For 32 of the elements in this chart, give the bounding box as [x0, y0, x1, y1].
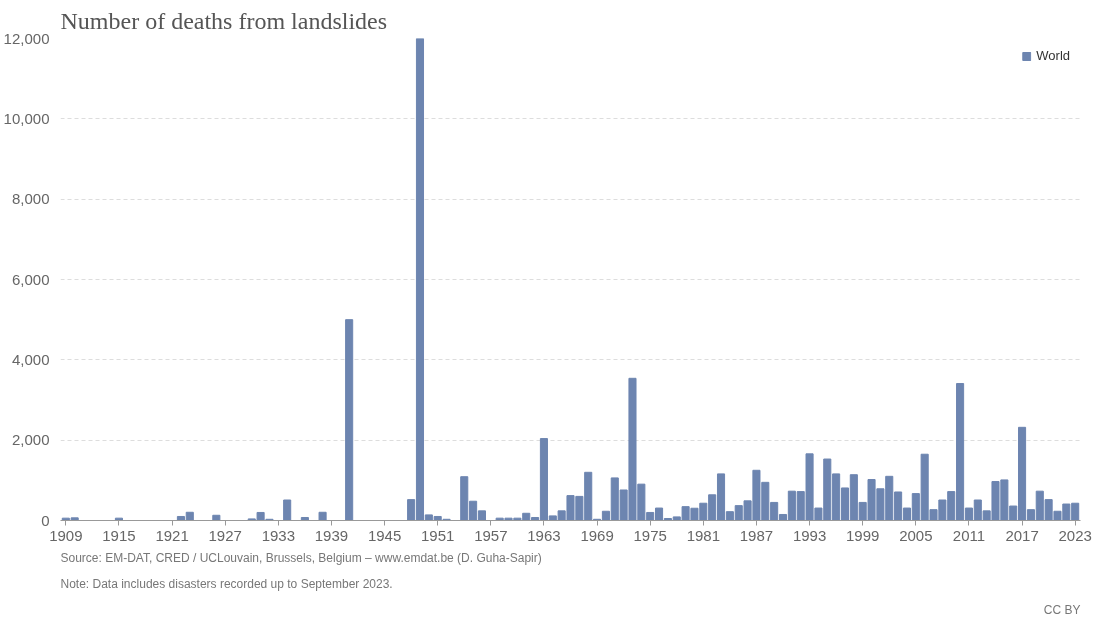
- x-tick-label: 1909: [49, 526, 83, 544]
- text: Note: Data includes disasters recorded up to September 2023.: [60, 576, 393, 591]
- y-tick-label: 10,000: [3, 109, 50, 127]
- x-tick-label: 2005: [899, 526, 933, 544]
- x-tick-label: 1933: [261, 526, 295, 544]
- x-tick-label: 1999: [846, 526, 880, 544]
- x-tick-label: 1921: [155, 526, 189, 544]
- source-note: Source: EM-DAT, CRED / UCLouvain, Brussels, Belgium – www.emdat.be (D. Guha-Sapir): [60, 550, 542, 565]
- x-tick-label: 1957: [474, 526, 508, 544]
- x-tick-label: 1981: [686, 526, 720, 544]
- x-tick-label: 1951: [421, 526, 455, 544]
- x-tick-label: 1939: [314, 526, 349, 544]
- x-tick-label: 1915: [102, 526, 136, 544]
- legend-label: World: [1036, 48, 1070, 63]
- chart-title: Number of deaths from landslides: [60, 7, 388, 34]
- x-tick-label: 2023: [1058, 526, 1092, 544]
- y-tick-label: 12,000: [3, 29, 50, 47]
- x-tick-label: 1975: [633, 526, 667, 544]
- y-tick-label: 2,000: [11, 431, 50, 449]
- x-tick-label: 1969: [580, 526, 614, 544]
- x-tick-label: 2017: [1005, 526, 1039, 544]
- text: CC BY: [1043, 602, 1081, 617]
- y-tick-label: 6,000: [11, 270, 50, 288]
- x-tick-label: 1927: [208, 526, 242, 544]
- x-tick-label: 1987: [739, 526, 774, 544]
- x-tick-label: 1945: [367, 526, 402, 544]
- y-tick-label: 0: [41, 511, 50, 529]
- x-tick-label: 1963: [527, 526, 561, 544]
- y-tick-label: 4,000: [11, 350, 50, 368]
- x-tick-label: 2011: [952, 526, 986, 544]
- x-tick-label: 1993: [792, 526, 827, 544]
- y-tick-label: 8,000: [11, 190, 50, 208]
